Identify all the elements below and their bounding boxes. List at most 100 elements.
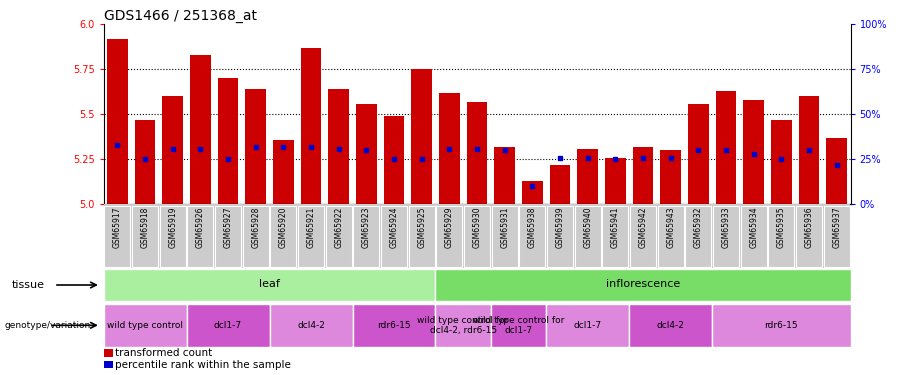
Bar xyxy=(328,89,349,204)
FancyBboxPatch shape xyxy=(796,206,822,267)
Bar xyxy=(135,120,156,204)
FancyBboxPatch shape xyxy=(354,206,379,267)
FancyBboxPatch shape xyxy=(269,304,353,347)
FancyBboxPatch shape xyxy=(769,206,795,267)
Text: GSM65920: GSM65920 xyxy=(279,206,288,248)
FancyBboxPatch shape xyxy=(491,304,546,347)
Text: GSM65932: GSM65932 xyxy=(694,206,703,248)
Text: transformed count: transformed count xyxy=(115,348,212,358)
Bar xyxy=(466,102,488,204)
Text: GSM65942: GSM65942 xyxy=(638,206,647,248)
Text: GSM65934: GSM65934 xyxy=(749,206,758,248)
Bar xyxy=(826,138,847,204)
Text: wild type control for
dcl4-2, rdr6-15: wild type control for dcl4-2, rdr6-15 xyxy=(418,316,508,335)
Text: tissue: tissue xyxy=(12,280,45,290)
Text: GSM65928: GSM65928 xyxy=(251,206,260,248)
Text: GSM65939: GSM65939 xyxy=(555,206,564,248)
FancyBboxPatch shape xyxy=(630,206,656,267)
Bar xyxy=(633,147,653,204)
FancyBboxPatch shape xyxy=(187,206,213,267)
Text: genotype/variation: genotype/variation xyxy=(4,321,91,330)
FancyBboxPatch shape xyxy=(629,304,712,347)
FancyBboxPatch shape xyxy=(546,304,629,347)
Text: GSM65925: GSM65925 xyxy=(418,206,427,248)
Bar xyxy=(494,147,515,204)
Bar xyxy=(356,104,377,204)
FancyBboxPatch shape xyxy=(298,206,324,267)
Bar xyxy=(743,100,764,204)
Bar xyxy=(798,96,819,204)
Text: GSM65936: GSM65936 xyxy=(805,206,814,248)
Bar xyxy=(661,150,681,204)
Bar xyxy=(771,120,792,204)
Text: GSM65941: GSM65941 xyxy=(611,206,620,248)
Text: wild type control for
dcl1-7: wild type control for dcl1-7 xyxy=(472,316,564,335)
FancyBboxPatch shape xyxy=(104,270,436,300)
Bar xyxy=(301,48,321,204)
Bar xyxy=(550,165,571,204)
FancyBboxPatch shape xyxy=(326,206,352,267)
FancyBboxPatch shape xyxy=(186,304,269,347)
Bar xyxy=(383,116,404,204)
Bar xyxy=(162,96,183,204)
Text: leaf: leaf xyxy=(259,279,280,290)
FancyBboxPatch shape xyxy=(491,206,518,267)
FancyBboxPatch shape xyxy=(464,206,490,267)
Text: dcl1-7: dcl1-7 xyxy=(573,321,602,330)
Text: GSM65929: GSM65929 xyxy=(445,206,454,248)
FancyBboxPatch shape xyxy=(712,304,850,347)
FancyBboxPatch shape xyxy=(824,206,850,267)
Bar xyxy=(716,91,736,204)
Text: GSM65922: GSM65922 xyxy=(334,206,343,248)
Bar xyxy=(190,55,211,204)
Bar xyxy=(104,361,112,368)
FancyBboxPatch shape xyxy=(575,206,600,267)
Bar xyxy=(577,148,598,204)
Bar xyxy=(246,89,266,204)
Text: GSM65931: GSM65931 xyxy=(500,206,509,248)
Text: percentile rank within the sample: percentile rank within the sample xyxy=(115,360,292,370)
Text: GSM65924: GSM65924 xyxy=(390,206,399,248)
Text: dcl1-7: dcl1-7 xyxy=(214,321,242,330)
Bar xyxy=(522,181,543,204)
FancyBboxPatch shape xyxy=(159,206,185,267)
FancyBboxPatch shape xyxy=(741,206,767,267)
FancyBboxPatch shape xyxy=(104,304,186,347)
FancyBboxPatch shape xyxy=(602,206,628,267)
Bar xyxy=(104,349,112,357)
Text: GSM65926: GSM65926 xyxy=(196,206,205,248)
Text: GSM65930: GSM65930 xyxy=(472,206,482,248)
Text: GSM65935: GSM65935 xyxy=(777,206,786,248)
Text: rdr6-15: rdr6-15 xyxy=(377,321,410,330)
Text: GSM65937: GSM65937 xyxy=(832,206,842,248)
FancyBboxPatch shape xyxy=(353,304,436,347)
FancyBboxPatch shape xyxy=(270,206,296,267)
Text: GSM65919: GSM65919 xyxy=(168,206,177,248)
Text: GSM65923: GSM65923 xyxy=(362,206,371,248)
Text: GSM65938: GSM65938 xyxy=(527,206,536,248)
Text: rdr6-15: rdr6-15 xyxy=(764,321,798,330)
FancyBboxPatch shape xyxy=(436,304,490,347)
Text: GDS1466 / 251368_at: GDS1466 / 251368_at xyxy=(104,9,256,23)
FancyBboxPatch shape xyxy=(658,206,684,267)
Text: GSM65917: GSM65917 xyxy=(112,206,122,248)
Text: GSM65918: GSM65918 xyxy=(140,206,149,248)
FancyBboxPatch shape xyxy=(519,206,545,267)
Bar xyxy=(439,93,460,204)
FancyBboxPatch shape xyxy=(381,206,407,267)
FancyBboxPatch shape xyxy=(215,206,241,267)
FancyBboxPatch shape xyxy=(547,206,573,267)
FancyBboxPatch shape xyxy=(685,206,711,267)
Text: wild type control: wild type control xyxy=(107,321,183,330)
FancyBboxPatch shape xyxy=(409,206,435,267)
Bar xyxy=(688,104,708,204)
Text: GSM65927: GSM65927 xyxy=(223,206,232,248)
FancyBboxPatch shape xyxy=(104,206,130,267)
Bar xyxy=(411,69,432,204)
Bar xyxy=(107,39,128,204)
FancyBboxPatch shape xyxy=(436,270,850,300)
Text: GSM65940: GSM65940 xyxy=(583,206,592,248)
Text: dcl4-2: dcl4-2 xyxy=(297,321,325,330)
Bar xyxy=(218,78,238,204)
FancyBboxPatch shape xyxy=(713,206,739,267)
